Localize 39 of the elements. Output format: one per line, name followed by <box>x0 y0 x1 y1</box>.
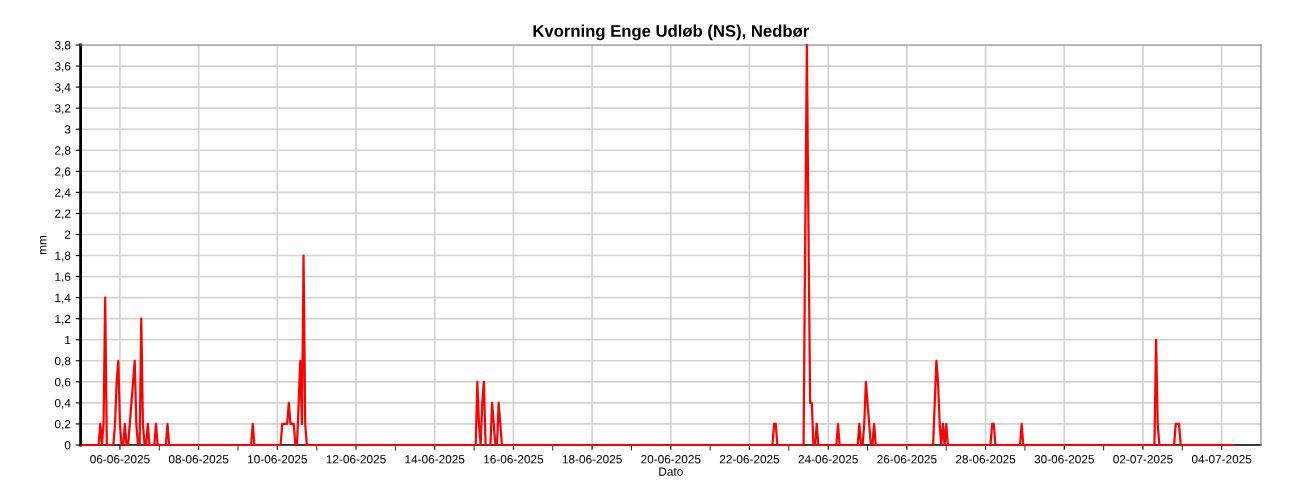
y-tick-label: 0,2 <box>54 419 71 430</box>
y-tick-label: 0,6 <box>54 377 71 388</box>
y-tick-label: 3,6 <box>54 62 71 72</box>
y-tick-label: 3 <box>64 125 71 134</box>
x-tick-label: 14-06-2025 <box>405 455 465 464</box>
x-tick-label: 06-06-2025 <box>90 455 150 464</box>
x-tick-label: 22-06-2025 <box>719 455 780 464</box>
x-tick-label: 20-06-2025 <box>641 455 701 464</box>
chart-title: Kvorning Enge Udløb (NS), Nedbør <box>533 24 809 41</box>
y-tick-label: 2 <box>64 230 71 239</box>
y-tick-label: 3,2 <box>54 104 71 114</box>
x-tick-label: 28-06-2025 <box>955 455 1016 464</box>
x-tick-label: 30-06-2025 <box>1034 455 1094 464</box>
y-tick-label: 0 <box>64 441 71 450</box>
y-tick-label: 2,6 <box>55 167 71 178</box>
y-tick-label: 2,4 <box>55 188 71 199</box>
y-tick-label: 3,4 <box>54 83 71 93</box>
y-tick-label: 0,8 <box>54 356 71 367</box>
x-tick-label: 08-06-2025 <box>168 455 229 464</box>
x-axis-title: Dato <box>659 467 683 476</box>
y-tick-label: 3,8 <box>54 41 71 51</box>
line-series <box>81 43 1235 447</box>
y-tick-label: 2,8 <box>55 146 71 157</box>
x-tick-label: 12-06-2025 <box>326 455 386 464</box>
y-tick-label: 1 <box>65 335 71 345</box>
y-tick-label: 1,8 <box>55 251 71 262</box>
y-tick-label: 1,2 <box>55 314 71 325</box>
x-tick-label: 24-06-2025 <box>798 455 858 464</box>
y-tick-label: 1,6 <box>55 272 71 283</box>
y-tick-label: 2,2 <box>55 209 71 220</box>
y-axis-title: mm <box>40 235 47 255</box>
y-tick-label: 1,4 <box>55 293 71 304</box>
x-tick-label: 18-06-2025 <box>562 455 622 464</box>
x-tick-label: 10-06-2025 <box>248 455 308 464</box>
x-tick-label: 04-07-2025 <box>1191 455 1252 464</box>
x-tick-label: 02-07-2025 <box>1113 455 1173 464</box>
x-tick-label: 16-06-2025 <box>484 455 544 464</box>
x-tick-label: 26-06-2025 <box>877 455 937 464</box>
y-tick-label: 0,4 <box>54 398 71 409</box>
